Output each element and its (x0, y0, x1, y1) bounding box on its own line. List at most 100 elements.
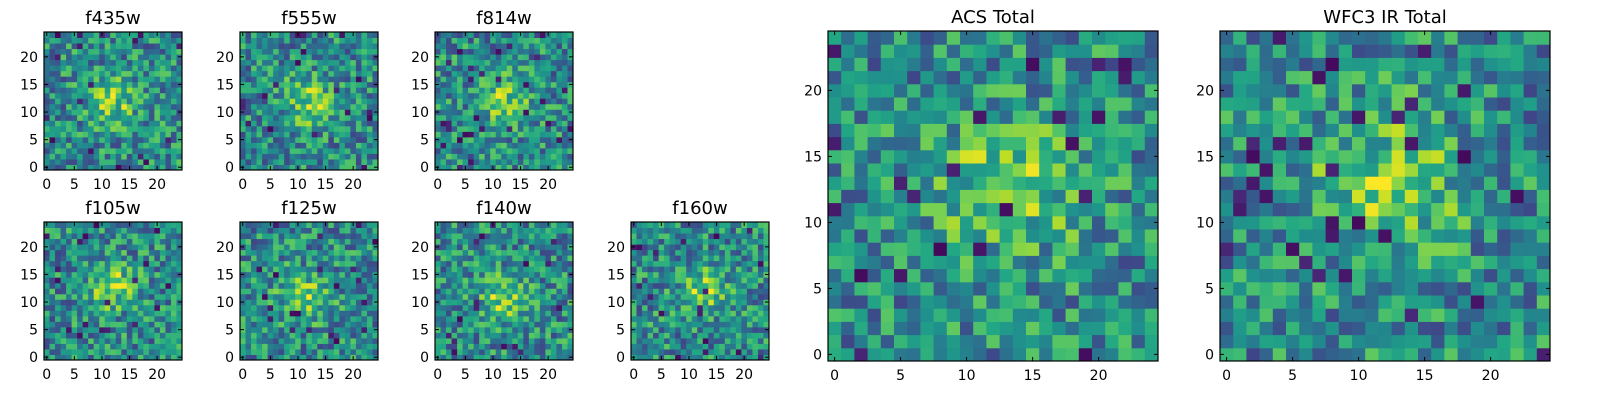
heatmap-cell (556, 159, 562, 165)
heatmap-cell (132, 283, 138, 289)
heatmap-cell (83, 82, 89, 88)
heatmap-cell (367, 299, 373, 305)
heatmap-cell (490, 261, 496, 267)
heatmap-cell (154, 343, 160, 349)
heatmap-cell (350, 38, 356, 44)
heatmap-cell (246, 126, 252, 132)
heatmap-cell (279, 272, 285, 278)
heatmap-cell (479, 299, 485, 305)
heatmap-cell (474, 159, 480, 165)
heatmap-cell (328, 159, 334, 165)
heatmap-cell (681, 316, 687, 322)
heatmap-cell (268, 137, 274, 143)
heatmap-cell (284, 71, 290, 77)
heatmap-cell (273, 277, 279, 283)
heatmap-cell (105, 321, 111, 327)
heatmap-cell (295, 93, 301, 99)
heatmap-cell (290, 43, 296, 49)
heatmap-cell (518, 65, 524, 71)
heatmap-cell (284, 153, 290, 159)
heatmap-cell (545, 131, 551, 137)
heatmap-cell (468, 148, 474, 154)
heatmap-cell (485, 159, 491, 165)
heatmap-cell (854, 321, 868, 335)
heatmap-cell (61, 71, 67, 77)
heatmap-cell (562, 244, 568, 250)
heatmap-cell (631, 332, 637, 338)
heatmap-cell (659, 277, 665, 283)
heatmap-cell (99, 109, 105, 115)
heatmap-cell (540, 54, 546, 60)
heatmap-cell (312, 321, 318, 327)
heatmap-cell (149, 153, 155, 159)
heatmap-cell (99, 316, 105, 322)
heatmap-cell (334, 32, 340, 38)
heatmap-cell (441, 60, 447, 66)
heatmap-cell (686, 338, 692, 344)
heatmap-cell (99, 299, 105, 305)
heatmap-cell (894, 282, 908, 296)
heatmap-cell (273, 98, 279, 104)
heatmap-cell (61, 60, 67, 66)
heatmap-cell (479, 244, 485, 250)
heatmap-cell (446, 294, 452, 300)
heatmap-cell (703, 277, 709, 283)
heatmap-cell (529, 60, 535, 66)
heatmap-cell (301, 338, 307, 344)
heatmap-cell (485, 65, 491, 71)
heatmap-cell (868, 203, 882, 217)
heatmap-cell (110, 54, 116, 60)
heatmap-cell (301, 115, 307, 121)
heatmap-cell (1079, 189, 1093, 203)
heatmap-cell (116, 43, 122, 49)
heatmap-cell (1118, 189, 1132, 203)
heatmap-cell (149, 338, 155, 344)
heatmap-cell (268, 349, 274, 355)
heatmap-cell (653, 228, 659, 234)
heatmap-cell (138, 261, 144, 267)
heatmap-cell (457, 316, 463, 322)
heatmap-cell (1079, 255, 1093, 269)
heatmap-cell (523, 142, 529, 148)
heatmap-cell (99, 159, 105, 165)
heatmap-cell (268, 343, 274, 349)
heatmap-cell (99, 332, 105, 338)
heatmap-cell (312, 277, 318, 283)
heatmap-cell (323, 153, 329, 159)
heatmap-cell (637, 255, 643, 261)
heatmap-cell (44, 153, 50, 159)
heatmap-cell (138, 316, 144, 322)
heatmap-cell (479, 266, 485, 272)
heatmap-cell (317, 60, 323, 66)
heatmap-cell (556, 222, 562, 228)
heatmap-cell (736, 266, 742, 272)
heatmap-cell (94, 126, 100, 132)
heatmap-cell (77, 233, 83, 239)
heatmap-cell (160, 93, 166, 99)
heatmap-cell (295, 126, 301, 132)
heatmap-cell (110, 120, 116, 126)
heatmap-cell (94, 261, 100, 267)
heatmap-cell (171, 332, 177, 338)
heatmap-cell (132, 43, 138, 49)
heatmap-cell (507, 137, 513, 143)
heatmap-cell (452, 65, 458, 71)
heatmap-cell (501, 38, 507, 44)
heatmap-cell (279, 343, 285, 349)
heatmap-cell (361, 120, 367, 126)
heatmap-cell (1092, 321, 1106, 335)
heatmap-cell (1145, 321, 1159, 335)
heatmap-cell (116, 299, 122, 305)
heatmap-cell (350, 76, 356, 82)
heatmap-cell (339, 131, 345, 137)
heatmap-cell (171, 131, 177, 137)
heatmap-cell (367, 137, 373, 143)
heatmap-cell (540, 288, 546, 294)
heatmap-cell (44, 104, 50, 110)
heatmap-cell (485, 104, 491, 110)
heatmap-cell (251, 54, 257, 60)
heatmap-cell (534, 277, 540, 283)
heatmap-cell (149, 233, 155, 239)
heatmap-cell (83, 126, 89, 132)
heatmap-cell (290, 316, 296, 322)
